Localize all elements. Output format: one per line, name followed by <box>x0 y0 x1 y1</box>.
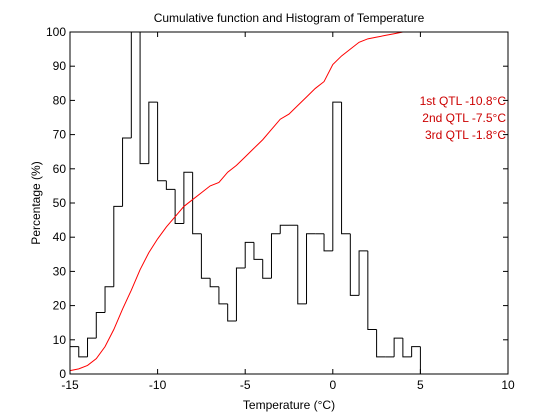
histogram-bin <box>87 337 97 357</box>
histogram-bin <box>218 286 228 305</box>
x-tick-label: -10 <box>149 378 167 392</box>
y-axis-label: Percentage (%) <box>29 161 43 244</box>
cumulative-series <box>69 31 508 372</box>
histogram-bin <box>95 311 106 339</box>
histogram-series <box>69 31 421 374</box>
histogram-bin <box>341 102 351 235</box>
histogram-bin <box>253 242 263 260</box>
histogram-bin <box>297 225 307 305</box>
histogram-bin <box>122 137 132 207</box>
quantile-annotation: 3rd QTL -1.8°C <box>425 128 506 142</box>
histogram-bin <box>367 250 377 331</box>
y-tick-label: 100 <box>46 25 66 39</box>
histogram-bin <box>227 303 237 322</box>
histogram-bin <box>157 102 167 182</box>
histogram-bin <box>139 32 149 165</box>
histogram-bin <box>270 233 281 279</box>
histogram-bin <box>376 329 386 358</box>
histogram-bin <box>393 337 403 357</box>
histogram-bin <box>200 233 211 279</box>
y-tick-label: 10 <box>53 333 67 347</box>
y-tick-label: 80 <box>53 93 67 107</box>
histogram-bin <box>349 233 360 296</box>
x-tick-label: -15 <box>61 378 79 392</box>
histogram-bin <box>174 189 184 225</box>
x-tick-label: 10 <box>501 378 515 392</box>
y-tick-label: 50 <box>53 196 67 210</box>
histogram-bin <box>244 241 254 268</box>
histogram-bin <box>411 346 421 357</box>
histogram-bin <box>165 180 176 190</box>
histogram-bin <box>323 233 333 252</box>
x-tick-label: 5 <box>417 378 424 392</box>
chart-title: Cumulative function and Histogram of Tem… <box>154 11 425 25</box>
histogram-bin <box>104 286 114 313</box>
x-tick-label: 0 <box>329 378 336 392</box>
y-tick-label: 60 <box>53 162 67 176</box>
plot-area <box>70 32 508 374</box>
y-axis-ticks: 0 10 20 30 40 50 60 70 80 90 100 <box>46 25 508 381</box>
x-axis-ticks: -15 -10 -5 0 5 10 <box>61 32 515 392</box>
y-tick-label: 40 <box>53 230 67 244</box>
y-tick-label: 30 <box>53 264 67 278</box>
quantile-annotation: 2nd QTL -7.5°C <box>422 111 506 125</box>
histogram-bin <box>279 224 289 234</box>
histogram-bin <box>332 101 342 251</box>
y-tick-label: 20 <box>53 299 67 313</box>
cumulative-curve <box>69 31 508 372</box>
histogram-bin <box>235 267 246 321</box>
x-tick-label: -5 <box>240 378 251 392</box>
quantile-annotation: 1st QTL -10.8°C <box>420 94 507 108</box>
x-axis-label: Temperature (°C) <box>243 398 335 412</box>
histogram-bin <box>262 259 272 279</box>
histogram-bin <box>113 205 123 287</box>
histogram-bin <box>209 278 219 288</box>
y-tick-label: 70 <box>53 128 67 142</box>
histogram-bin <box>402 338 412 358</box>
histogram-bin <box>78 346 88 358</box>
histogram-bin <box>148 101 158 164</box>
y-tick-label: 0 <box>59 367 66 381</box>
histogram-bin <box>192 172 202 235</box>
y-tick-label: 90 <box>53 59 67 73</box>
histogram-bin <box>306 233 316 304</box>
histogram-bin <box>358 250 368 296</box>
quantile-annotations: 1st QTL -10.8°C 2nd QTL -7.5°C 3rd QTL -1.… <box>420 94 507 142</box>
